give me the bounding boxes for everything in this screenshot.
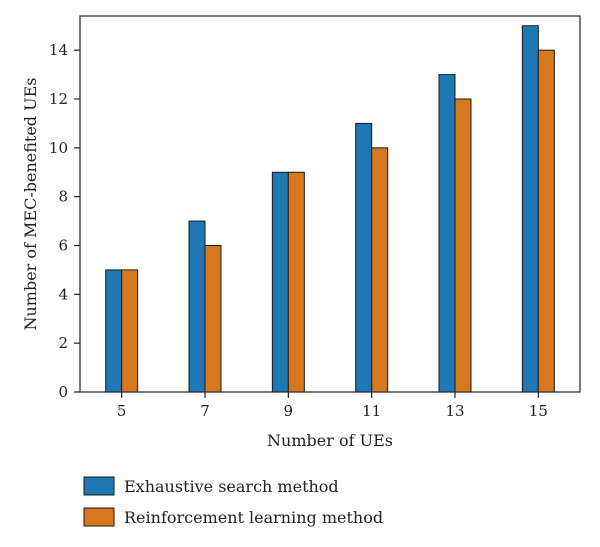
- bars: [105, 25, 555, 393]
- bar-exhaustive-15: [521, 25, 539, 393]
- bar-exhaustive-5: [105, 269, 123, 393]
- plot-frame: [79, 15, 581, 393]
- y-tick-label: 4: [58, 285, 68, 303]
- x-tick-label: 7: [200, 402, 210, 420]
- y-tick-label: 8: [58, 188, 68, 206]
- x-axis: 5 7 9 11 13 15: [117, 392, 548, 420]
- bar-reinforcement-9: [287, 171, 305, 393]
- legend-label: Exhaustive search method: [124, 477, 339, 496]
- legend: Exhaustive search method Reinforcement le…: [83, 476, 383, 527]
- y-tick-label: 10: [49, 139, 68, 157]
- plot-area: [79, 15, 581, 393]
- legend-swatch: [83, 507, 115, 527]
- bar-exhaustive-9: [271, 171, 289, 393]
- y-tick-label: 0: [58, 383, 68, 401]
- y-tick-label: 2: [58, 334, 68, 352]
- x-tick-label: 15: [529, 402, 548, 420]
- x-tick-label: 5: [117, 402, 127, 420]
- bar-reinforcement-15: [537, 49, 555, 393]
- y-axis: 0 2 4 6 8 10 12 14: [49, 41, 80, 401]
- y-tick-label: 14: [49, 41, 68, 59]
- x-tick-label: 13: [445, 402, 464, 420]
- x-tick-label: 11: [362, 402, 381, 420]
- legend-swatch: [83, 476, 115, 496]
- y-tick-label: 6: [58, 237, 68, 255]
- bar-reinforcement-7: [204, 245, 222, 393]
- x-axis-title: Number of UEs: [267, 431, 393, 450]
- bar-reinforcement-13: [454, 98, 472, 393]
- y-axis-title: Number of MEC-benefited UEs: [21, 77, 40, 330]
- bar-exhaustive-13: [438, 74, 456, 393]
- x-tick-label: 9: [284, 402, 294, 420]
- bar-reinforcement-5: [121, 269, 139, 393]
- bar-exhaustive-7: [188, 220, 206, 393]
- legend-label: Reinforcement learning method: [124, 508, 383, 527]
- bar-exhaustive-11: [355, 122, 373, 393]
- y-tick-label: 12: [49, 90, 68, 108]
- bar-reinforcement-11: [371, 147, 389, 393]
